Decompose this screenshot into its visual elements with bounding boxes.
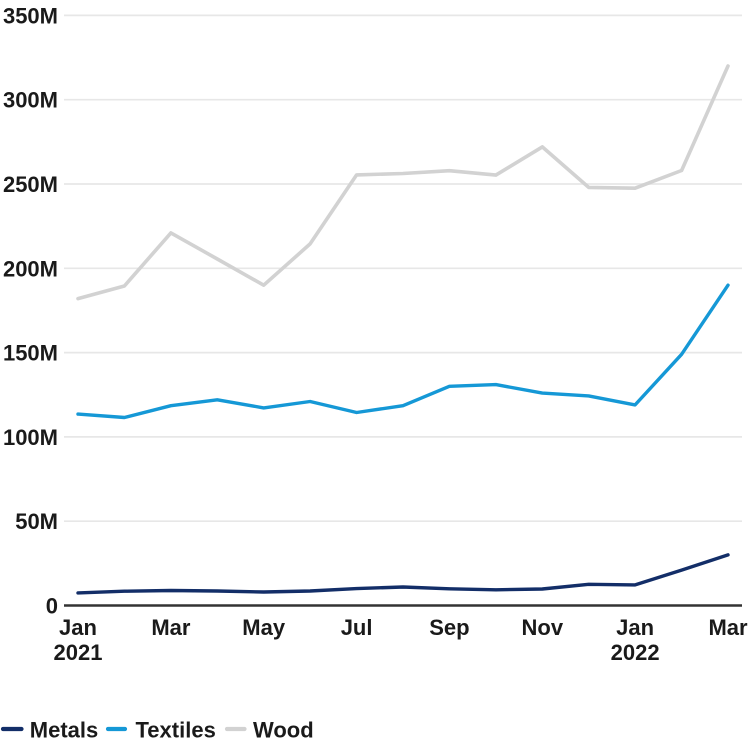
svg-text:50M: 50M xyxy=(15,509,58,534)
svg-text:350M: 350M xyxy=(3,3,58,28)
svg-text:Metals: Metals xyxy=(30,718,98,743)
svg-text:Jan: Jan xyxy=(59,615,97,640)
svg-text:May: May xyxy=(242,615,286,640)
svg-text:Wood: Wood xyxy=(253,718,314,743)
svg-text:250M: 250M xyxy=(3,172,58,197)
svg-text:200M: 200M xyxy=(3,256,58,281)
svg-text:150M: 150M xyxy=(3,341,58,366)
svg-text:Jul: Jul xyxy=(341,615,373,640)
svg-text:Mar: Mar xyxy=(151,615,191,640)
svg-text:100M: 100M xyxy=(3,425,58,450)
svg-text:2021: 2021 xyxy=(54,640,103,665)
svg-text:Sep: Sep xyxy=(429,615,469,640)
svg-text:0: 0 xyxy=(46,594,58,619)
svg-text:Nov: Nov xyxy=(522,615,564,640)
svg-text:Jan: Jan xyxy=(616,615,654,640)
svg-text:Textiles: Textiles xyxy=(136,718,216,743)
svg-text:2022: 2022 xyxy=(611,640,660,665)
svg-text:Mar: Mar xyxy=(708,615,748,640)
svg-text:300M: 300M xyxy=(3,88,58,113)
